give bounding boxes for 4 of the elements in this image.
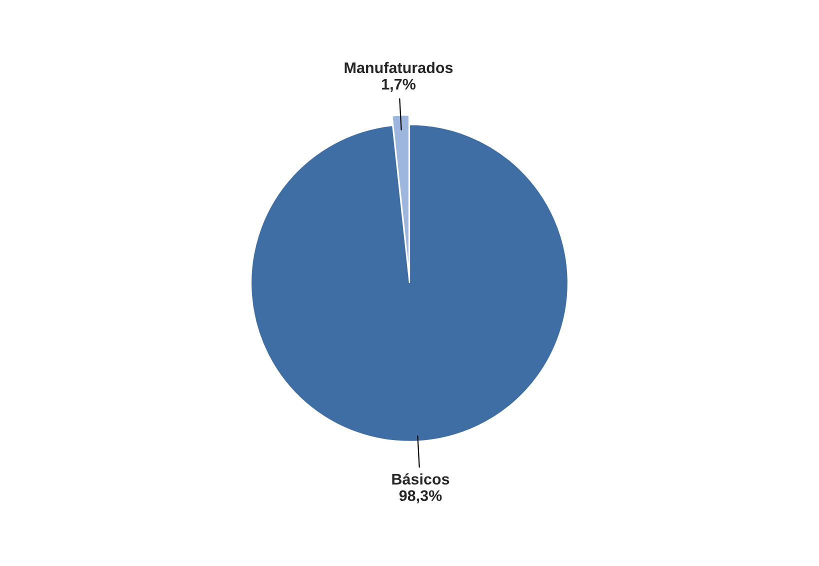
slice-label: Básicos (392, 473, 450, 485)
data-label: 98,3% (399, 490, 442, 504)
data-label: 1,7% (382, 78, 416, 92)
slice-label: Manufaturados (344, 62, 453, 74)
